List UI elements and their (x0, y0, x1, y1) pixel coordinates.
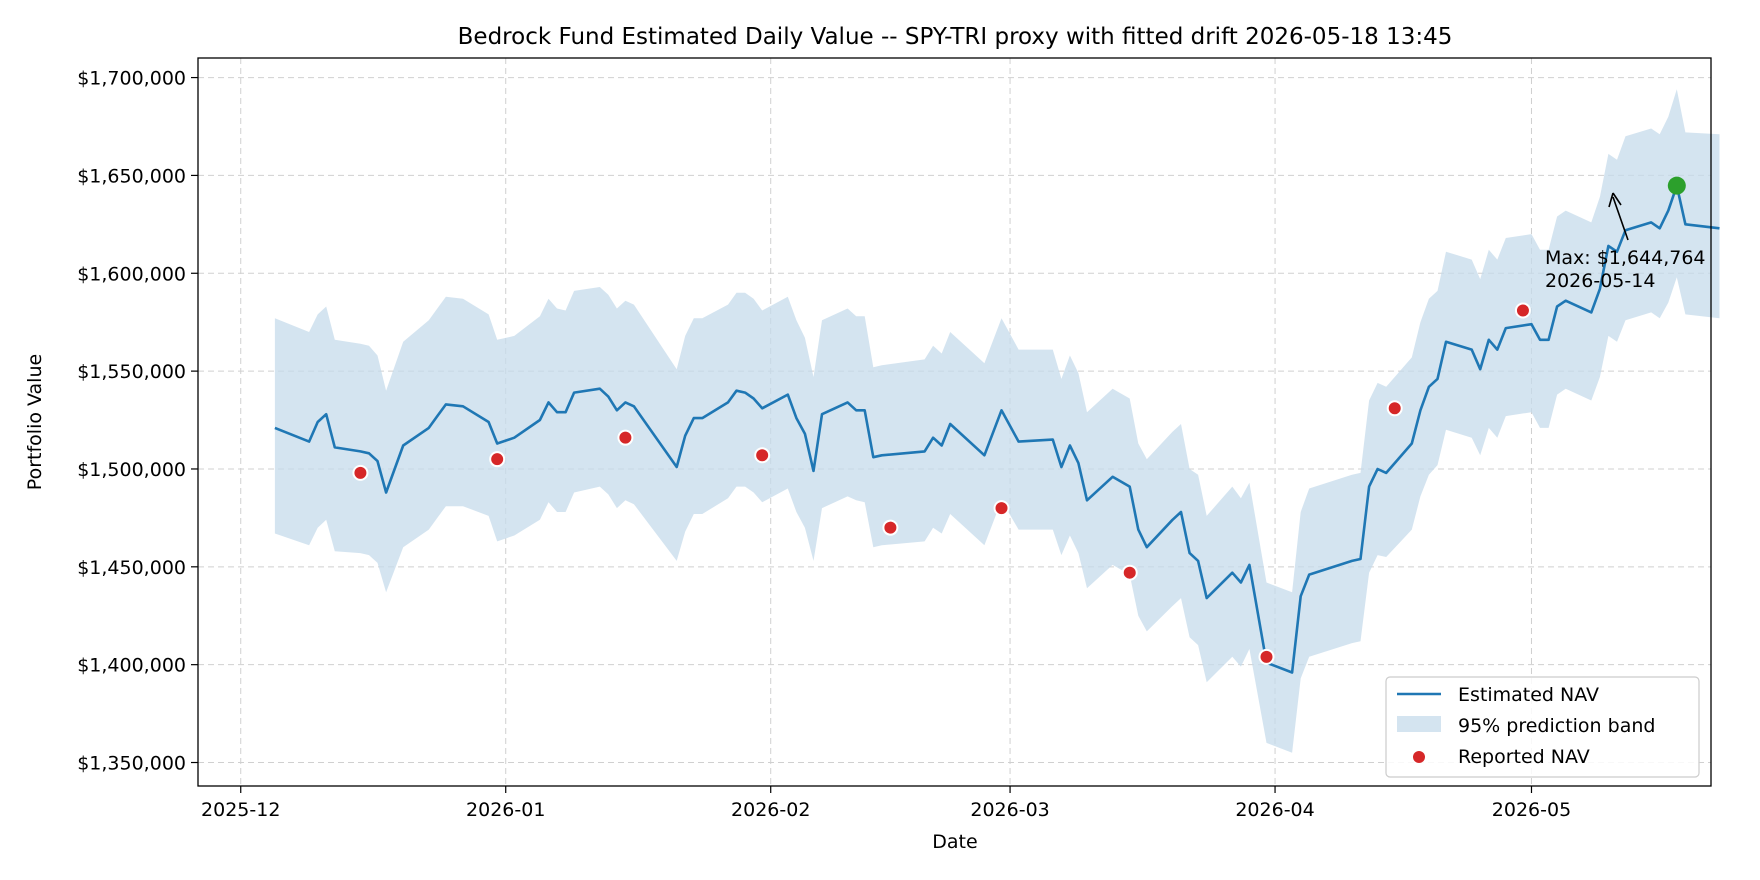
reported-nav-point (489, 451, 506, 468)
nav-line-layer (274, 184, 1720, 674)
x-axis-label: Date (932, 831, 977, 853)
reported-nav-point (993, 500, 1010, 517)
estimated-nav-line (274, 184, 1720, 674)
legend-reported-swatch (1413, 751, 1425, 763)
reported-nav-point (1258, 648, 1275, 665)
y-tick-label: $1,650,000 (77, 165, 186, 187)
x-tick-label: 2026-04 (1235, 799, 1314, 821)
x-tick-label: 2026-02 (731, 799, 810, 821)
reported-nav-point (617, 429, 634, 446)
x-tick-label: 2026-03 (970, 799, 1049, 821)
reported-nav-point (1386, 400, 1403, 417)
annotation-max-value: Max: $1,644,764 (1545, 247, 1706, 269)
reported-points-layer (352, 302, 1531, 665)
reported-nav-point (882, 519, 899, 536)
x-tick-label: 2026-05 (1492, 799, 1571, 821)
y-tick-label: $1,600,000 (77, 263, 186, 285)
max-annotation: Max: $1,644,764 2026-05-14 (1545, 192, 1706, 292)
y-tick-label: $1,400,000 (77, 655, 186, 677)
max-value-point (1667, 176, 1686, 195)
legend-label-estimated-nav: Estimated NAV (1458, 684, 1599, 706)
annotation-max-date: 2026-05-14 (1545, 270, 1655, 292)
annotation-arrow (1612, 196, 1629, 241)
legend-label-band: 95% prediction band (1458, 715, 1655, 737)
reported-nav-point (352, 464, 369, 481)
annotation-arrowhead (1608, 192, 1622, 208)
y-axis-label: Portfolio Value (24, 354, 46, 490)
legend-box (1385, 676, 1700, 778)
x-tick-label: 2026-01 (466, 799, 545, 821)
y-tick-label: $1,500,000 (77, 459, 186, 481)
max-marker-layer (1667, 176, 1686, 195)
plot-frame (197, 57, 1712, 787)
legend-label-reported-nav: Reported NAV (1458, 746, 1590, 768)
reported-nav-point (1121, 564, 1138, 581)
chart-title: Bedrock Fund Estimated Daily Value -- SP… (458, 24, 1453, 50)
y-axis: $1,350,000 $1,400,000 $1,450,000 $1,500,000… (77, 68, 198, 775)
y-tick-label: $1,350,000 (77, 753, 186, 775)
x-axis: 2025-12 2026-01 2026-02 2026-03 2026-04 2026-… (201, 786, 1571, 821)
legend: Estimated NAV 95% prediction band Report… (1385, 676, 1700, 778)
y-tick-label: $1,450,000 (77, 557, 186, 579)
x-tick-label: 2025-12 (201, 799, 280, 821)
reported-nav-point (1514, 302, 1531, 319)
y-tick-label: $1,700,000 (77, 68, 186, 90)
reported-nav-point (754, 447, 771, 464)
legend-band-swatch (1397, 716, 1441, 732)
y-tick-label: $1,550,000 (77, 361, 186, 383)
